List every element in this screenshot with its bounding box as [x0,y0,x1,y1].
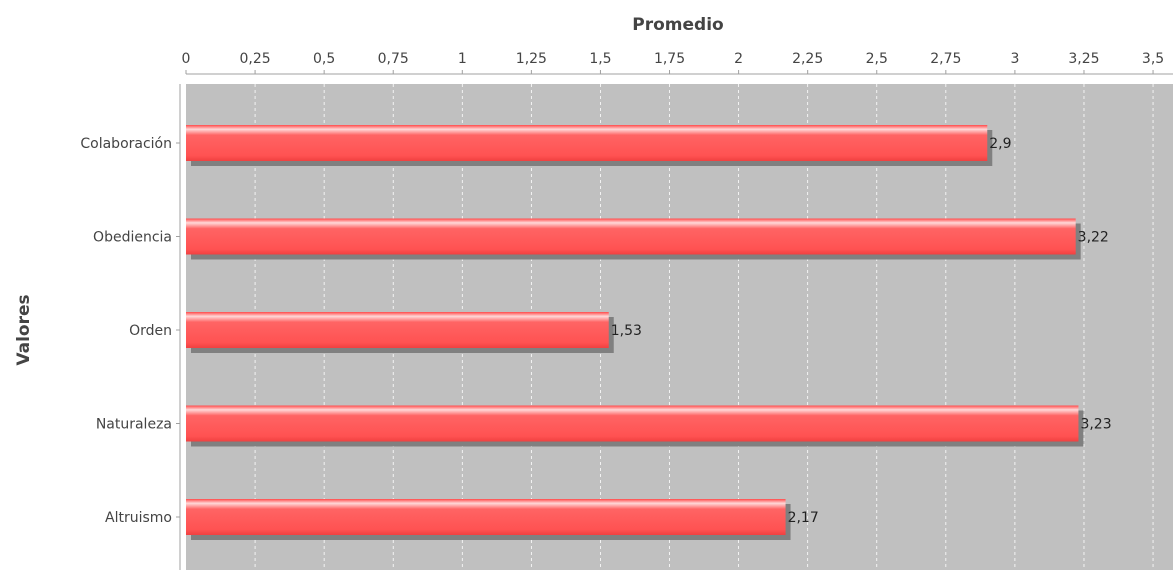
x-tick-label: 1,25 [516,51,547,67]
y-axis: Colaboración Obediencia Orden Naturaleza Alt… [80,84,181,570]
x-tick-label: 3,25 [1068,51,1099,67]
data-label: 3,22 [1078,230,1109,246]
x-axis: 0 0,25 0,5 0,75 1 1,25 1,5 1,75 2 2,25 2,5 2,75 3 3,2… [182,51,1173,75]
y-axis-title: Valores [14,294,34,365]
category-label: Naturaleza [96,417,172,433]
data-label: 2,17 [788,510,819,526]
x-tick-label: 1,5 [589,51,611,67]
x-tick-label: 3,5 [1142,51,1164,67]
x-tick-label: 2,5 [866,51,888,67]
bar [186,218,1076,255]
x-tick-label: 1,75 [654,51,685,67]
data-label: 1,53 [611,323,642,339]
x-tick-label: 0 [182,51,191,67]
x-tick-label: 2,75 [930,51,961,67]
x-tick-label: 0,25 [239,51,270,67]
category-label: Obediencia [93,230,172,246]
x-tick-label: 0,5 [313,51,335,67]
x-tick-label: 2 [734,51,743,67]
bar [186,125,988,161]
x-tick-label: 3 [1010,51,1019,67]
bars: 2,9 3,22 1,53 3,23 2,17 [186,125,1112,540]
category-label: Colaboración [80,136,172,152]
x-tick-label: 0,75 [378,51,409,67]
x-tick-label: 1 [458,51,467,67]
category-label: Altruismo [105,510,172,526]
bar [186,312,609,348]
data-label: 3,23 [1080,417,1111,433]
x-tick-label: 2,25 [792,51,823,67]
bar [186,405,1079,442]
bar [186,499,786,535]
x-axis-title: Promedio [632,15,723,35]
category-label: Orden [129,323,172,339]
data-label: 2,9 [989,136,1011,152]
